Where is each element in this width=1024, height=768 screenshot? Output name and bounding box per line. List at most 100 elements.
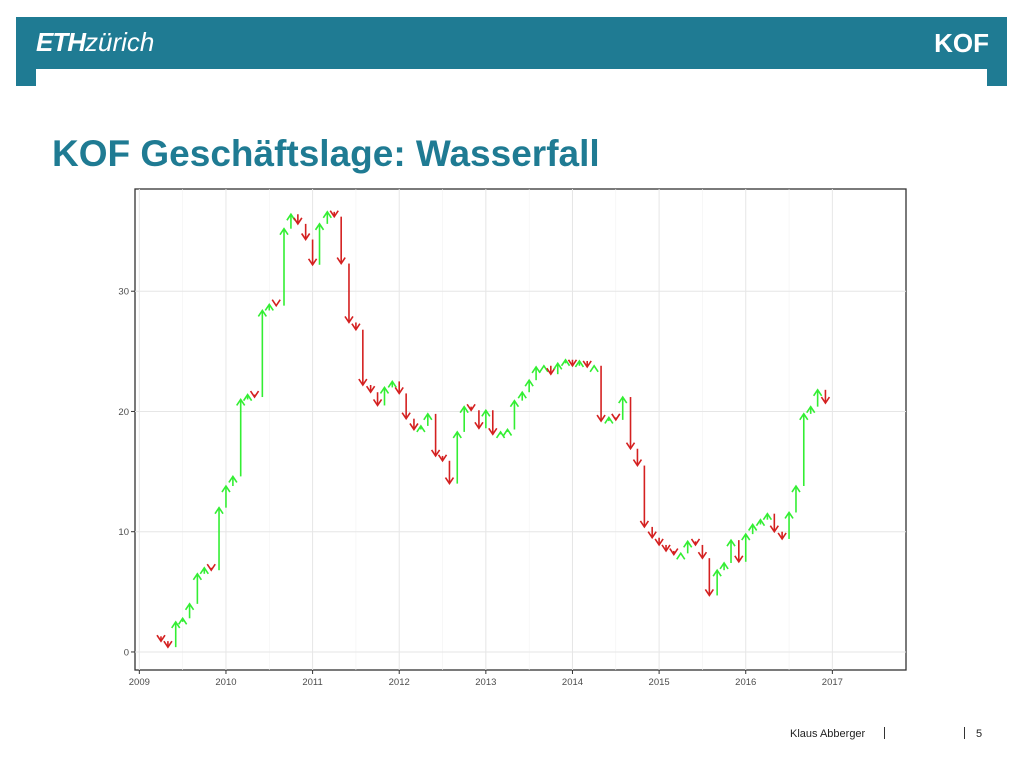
decrease-arrow [777, 531, 787, 541]
increase-arrow [184, 602, 195, 619]
increase-arrow [574, 359, 585, 368]
decrease-arrow [444, 460, 455, 486]
x-tick-label: 2015 [649, 677, 670, 688]
decrease-arrow [582, 360, 592, 369]
increase-arrow [242, 393, 253, 402]
footer-separator [884, 727, 885, 739]
increase-arrow [423, 412, 433, 426]
header-bar-right-tab [987, 69, 1007, 86]
decrease-arrow [365, 385, 376, 394]
footer-separator [964, 727, 965, 739]
x-tick-label: 2010 [215, 677, 236, 688]
increase-arrow [806, 405, 816, 414]
y-tick-label: 0 [124, 647, 129, 658]
decrease-arrow [351, 322, 361, 332]
increase-arrow [762, 512, 773, 521]
decrease-arrow [329, 210, 339, 219]
y-tick-label: 30 [118, 287, 129, 298]
decrease-arrow [611, 413, 621, 422]
decrease-arrow [300, 223, 311, 241]
increase-arrow [676, 551, 686, 560]
decrease-arrow [249, 390, 260, 399]
increase-arrow [279, 227, 289, 306]
decrease-arrow [625, 397, 636, 451]
decrease-arrow [639, 465, 650, 529]
decrease-arrow [734, 540, 744, 564]
increase-arrow [618, 395, 628, 420]
increase-arrow [755, 518, 766, 527]
footer-author: Klaus Abberger [790, 728, 866, 740]
increase-arrow [171, 620, 181, 648]
y-tick-label: 20 [118, 407, 129, 418]
decrease-arrow [163, 640, 173, 649]
decrease-arrow [661, 544, 671, 553]
decrease-arrow [596, 365, 606, 423]
decrease-arrow [474, 410, 484, 430]
increase-arrow [214, 506, 224, 571]
decrease-arrow [156, 634, 166, 643]
decrease-arrow [466, 403, 476, 412]
increase-arrow [221, 484, 231, 508]
page-title: KOF Geschäftslage: Wasserfall [52, 133, 600, 174]
increase-arrow [379, 385, 390, 406]
waterfall-chart: 2009 2010 2011 2012 2013 2014 2015 2016 2017 0 10 2… [118, 188, 907, 688]
increase-arrow [784, 511, 794, 539]
decrease-arrow [401, 393, 411, 421]
decrease-arrow [488, 410, 498, 436]
increase-arrow [322, 210, 332, 224]
decrease-arrow [669, 548, 679, 557]
increase-arrow [719, 561, 729, 571]
increase-arrow [387, 379, 397, 388]
increase-arrow [509, 399, 520, 430]
decrease-arrow [206, 563, 216, 572]
increase-arrow [799, 412, 809, 487]
increase-arrow [560, 358, 571, 367]
increase-arrow [589, 364, 599, 373]
increase-arrow [539, 364, 549, 373]
increase-arrow [452, 430, 462, 484]
eth-logo-text: zürich [85, 27, 155, 57]
decrease-arrow [336, 216, 346, 265]
increase-arrow [553, 361, 563, 375]
decrease-arrow [567, 359, 578, 368]
kof-logo[interactable]: KOF [934, 28, 989, 58]
decrease-arrow [820, 389, 831, 405]
increase-arrow [199, 566, 209, 575]
decrease-arrow [704, 558, 715, 597]
plot-background [134, 188, 907, 671]
increase-arrow [177, 616, 188, 625]
decrease-arrow [271, 299, 281, 308]
axes: 2009 2010 2011 2012 2013 2014 2015 2016 2017 0 10 2… [118, 287, 843, 688]
eth-zurich-logo[interactable]: ETHzürich [36, 27, 154, 57]
x-tick-label: 2014 [562, 677, 583, 688]
increase-arrow [524, 378, 534, 393]
decrease-arrow [372, 392, 383, 407]
increase-arrow [712, 568, 722, 596]
increase-arrow [481, 408, 491, 429]
header-bar [16, 17, 1007, 69]
decrease-arrow [409, 418, 419, 431]
decrease-arrow [697, 544, 708, 560]
increase-arrow [228, 474, 238, 487]
waterfall-arrows [156, 210, 831, 649]
decrease-arrow [394, 381, 404, 395]
eth-logo-bold: ETH [36, 27, 86, 57]
decrease-arrow [293, 214, 303, 226]
decrease-arrow [307, 239, 318, 267]
increase-arrow [257, 309, 268, 398]
x-tick-label: 2013 [475, 677, 496, 688]
increase-arrow [726, 538, 736, 563]
decrease-arrow [632, 448, 643, 468]
x-tick-label: 2016 [735, 677, 756, 688]
decrease-arrow [358, 329, 368, 387]
increase-arrow [459, 405, 469, 432]
x-tick-label: 2012 [389, 677, 410, 688]
decrease-arrow [430, 413, 441, 458]
header-bar-left-tab [16, 69, 36, 86]
increase-arrow [531, 365, 541, 381]
grid-lines [135, 189, 906, 670]
decrease-arrow [769, 513, 779, 534]
increase-arrow [683, 539, 693, 554]
increase-arrow [748, 523, 758, 535]
increase-arrow [741, 532, 751, 562]
